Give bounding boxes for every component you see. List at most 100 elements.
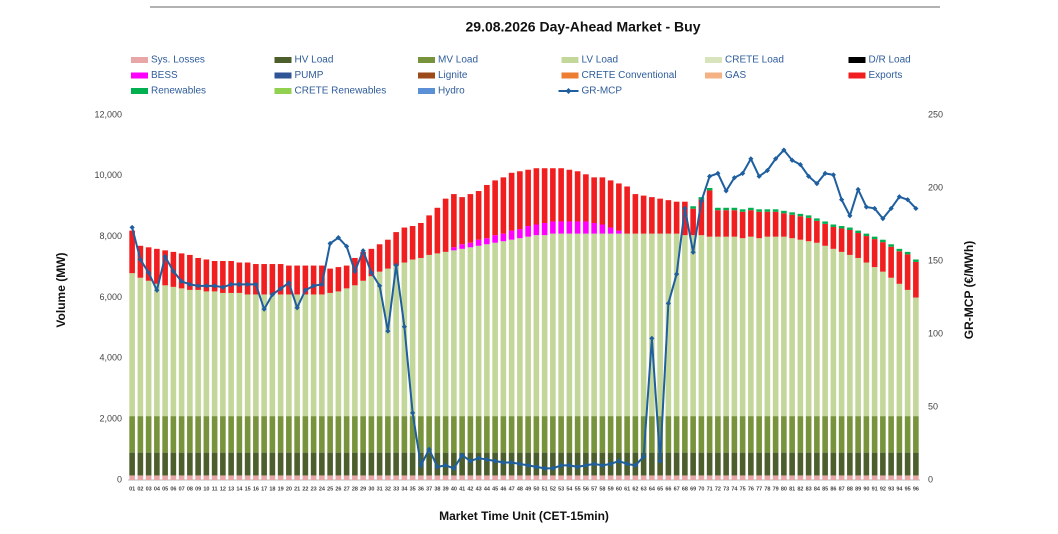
bar-segment [203,452,210,476]
bar-segment [690,452,696,476]
y2-tick-label: 100 [928,328,943,338]
bar-segment [764,416,771,453]
x-tick-label: 91 [872,486,878,492]
bar-segment [500,241,507,417]
x-tick-label: 76 [748,486,754,492]
y2-tick-label: 200 [928,182,943,192]
bar-segment [888,277,894,417]
legend-swatch [561,72,579,79]
line-marker [236,281,242,287]
line-marker [797,162,803,168]
bar-segment [723,475,729,480]
x-tick-label: 39 [443,486,449,492]
legend-label: GR-MCP [582,86,623,97]
bar-segment [847,227,853,230]
bar-segment [236,416,243,453]
bar-segment [220,475,226,480]
bar-segment [690,235,696,417]
line-marker [649,335,655,341]
bar-segment [715,475,721,480]
bar-segment [781,416,787,453]
x-tick-label: 50 [533,486,539,492]
line-marker [212,283,218,289]
bar-segment [706,188,713,191]
line-marker [525,462,531,468]
bar-segment [756,238,762,417]
bar-segment [385,475,391,480]
bar-segment [277,264,284,295]
bar-segment [236,475,243,480]
legend-swatch [131,57,148,63]
bar-segment [541,416,548,453]
bar-segment [550,168,556,222]
bar-segment [904,475,911,480]
bar-segment [665,475,672,480]
line-marker [608,461,614,467]
line-marker [847,213,853,219]
bar-segment [187,289,193,417]
bar-segment [327,292,333,417]
bar-segment [855,230,861,234]
bar-segment [475,191,482,240]
bar-segment [888,244,894,247]
legend-label: GAS [725,70,746,81]
y-tick-label: 8,000 [99,231,122,241]
bar-segment [657,452,663,476]
bar-segment [492,475,498,480]
line-marker [773,156,779,162]
x-tick-label: 84 [814,486,821,492]
line-marker [789,157,795,163]
line-marker [550,465,556,471]
line-marker [542,465,548,471]
line-series [131,148,917,470]
bar-segment [913,416,919,453]
bar-segment [533,224,540,236]
bar-segment [624,233,630,417]
line-marker [756,173,762,179]
bar-segment [467,475,474,480]
x-tick-label: 71 [707,486,713,492]
bar-segment [244,262,251,295]
bar-segment [310,475,317,480]
bar-segment [228,261,234,293]
bar-segment [847,475,853,480]
bar-segment [475,475,482,480]
bar-segment [649,416,655,453]
line-marker [665,300,671,306]
bar-segment [566,221,573,234]
bar-segment [525,236,531,417]
x-tick-label: 21 [294,486,300,492]
bar-segment [343,475,350,480]
x-tick-label: 44 [484,486,491,492]
bar-segment [706,452,713,476]
bar-segment [360,280,366,417]
x-tick-label: 12 [220,486,226,492]
bar-segment [574,221,581,234]
bar-segment [739,238,746,417]
line-marker [740,170,746,176]
bar-segment [426,254,432,417]
x-tick-label: 45 [492,486,498,492]
bar-segment [863,416,870,453]
bar-segment [748,475,754,480]
x-tick-label: 48 [517,486,523,492]
x-tick-label: 37 [426,486,432,492]
x-tick-label: 56 [583,486,589,492]
bar-segment [558,475,564,480]
bar-segment [533,452,540,476]
bar-segment [550,475,556,480]
bar-segment [789,475,795,480]
bar-segment [764,452,771,476]
bar-segment [467,242,474,248]
x-tick-label: 65 [657,486,663,492]
bar-segment [294,475,300,480]
bar-segment [187,416,193,453]
line-marker [459,452,465,458]
line-marker [690,249,696,255]
bar-segment [517,171,523,230]
bar-segment [220,292,226,417]
legend-swatch [848,72,866,79]
bar-segment [426,475,432,480]
line-marker [278,286,284,292]
bar-segment [145,280,152,417]
